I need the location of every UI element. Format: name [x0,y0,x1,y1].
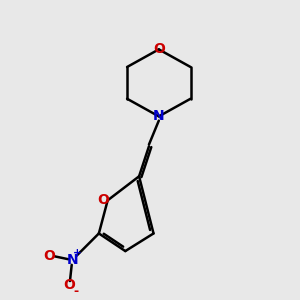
Text: O: O [153,42,165,56]
Text: O: O [64,278,76,292]
Text: -: - [74,285,79,298]
Text: O: O [98,193,110,207]
Text: N: N [153,110,165,123]
Text: +: + [73,248,82,258]
Text: O: O [44,249,56,263]
Text: N: N [67,253,78,267]
